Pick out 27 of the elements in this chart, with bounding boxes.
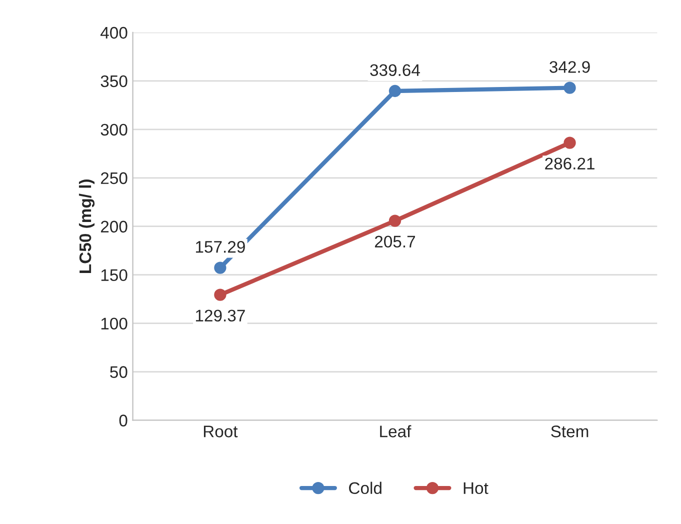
legend-label: Hot (464, 482, 488, 494)
data-label: 339.64 (370, 64, 420, 76)
y-tick-label: 300 (100, 124, 128, 136)
y-tick-label: 400 (100, 26, 128, 39)
x-tick-label: Leaf (380, 425, 412, 438)
data-label: 205.7 (374, 236, 415, 248)
y-tick-label: 250 (100, 172, 128, 184)
data-label: 286.21 (545, 158, 594, 170)
y-tick-label: 200 (100, 220, 128, 233)
x-tick-label: Root (204, 426, 238, 438)
data-label: 129.37 (196, 310, 245, 322)
point (564, 82, 576, 94)
point (214, 288, 226, 301)
point (388, 84, 402, 98)
legend-label: Cold (349, 482, 382, 494)
y-tick-label: 100 (101, 318, 128, 330)
y-tick-label: 350 (100, 75, 128, 88)
data-label: 157.29 (196, 241, 245, 253)
point (388, 214, 402, 227)
y-tick-label: 0 (119, 414, 128, 426)
y-tick-label: 50 (110, 366, 128, 378)
x-tick-label: Stem (551, 426, 588, 438)
y-axis-title: LC50 (mg/ l) (78, 180, 95, 273)
point (214, 262, 226, 274)
data-label: 342.9 (550, 61, 590, 73)
point (564, 136, 576, 149)
y-tick-label: 150 (101, 269, 128, 282)
